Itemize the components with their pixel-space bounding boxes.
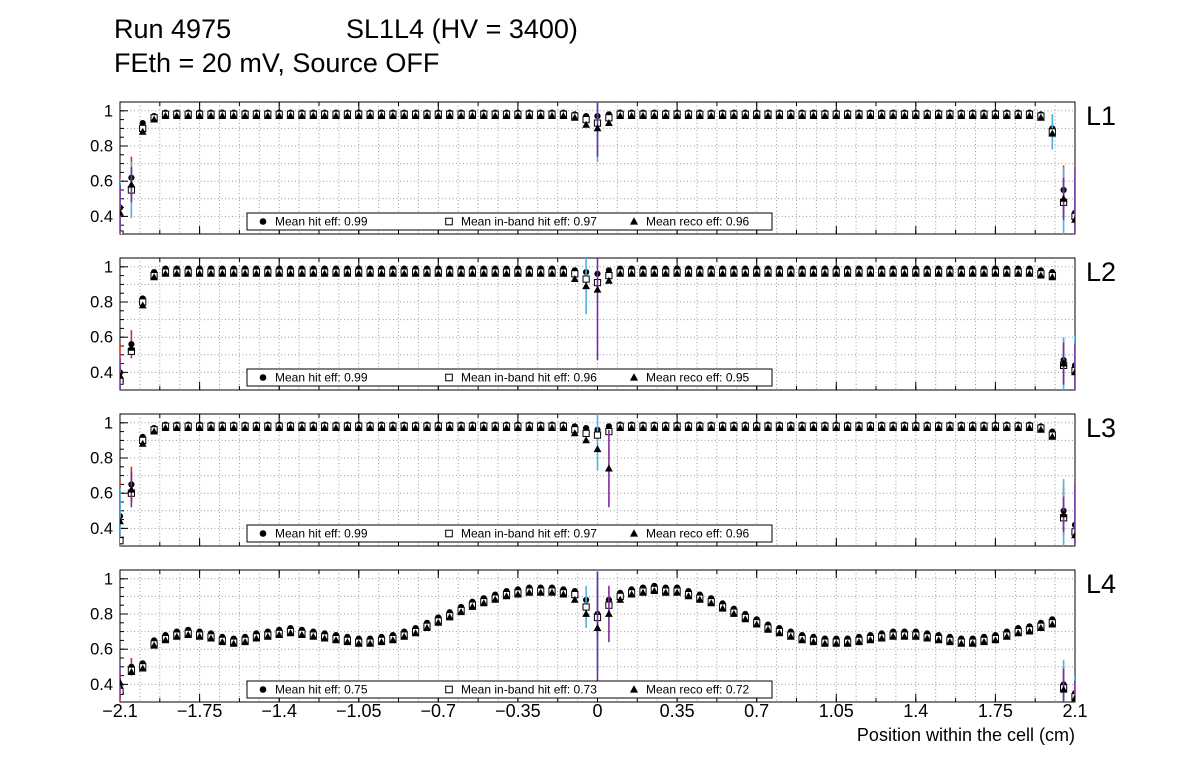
- svg-text:0.4: 0.4: [90, 364, 113, 382]
- y-axis-tick-labels: 0.4 0.6 0.8 1: [90, 414, 113, 538]
- panel-label: L4: [1086, 569, 1116, 599]
- plot-header: Run 4975 SL1L4 (HV = 3400) FEth = 20 mV, …: [114, 12, 578, 80]
- chamber-title: SL1L4 (HV = 3400): [346, 14, 578, 44]
- svg-text:−0.35: −0.35: [495, 703, 541, 721]
- reco-efficiency-markers: [120, 424, 1075, 539]
- gridlines: [120, 414, 1075, 546]
- header-line-2: FEth = 20 mV, Source OFF: [114, 46, 578, 80]
- run-title: Run 4975: [114, 14, 232, 44]
- svg-text:Mean reco eff: 0.95: Mean reco eff: 0.95: [646, 371, 750, 385]
- svg-text:1.75: 1.75: [978, 703, 1013, 721]
- svg-text:0.4: 0.4: [90, 520, 113, 538]
- svg-text:Mean hit eff: 0.99: Mean hit eff: 0.99: [275, 527, 368, 541]
- svg-text:0.7: 0.7: [744, 703, 769, 721]
- svg-text:1: 1: [104, 102, 113, 120]
- svg-text:Mean in-band hit eff: 0.97: Mean in-band hit eff: 0.97: [461, 215, 597, 229]
- svg-text:−1.75: −1.75: [177, 703, 223, 721]
- svg-text:0.6: 0.6: [90, 641, 113, 659]
- y-axis-tick-labels: 0.4 0.6 0.8 1: [90, 570, 113, 694]
- x-axis-labels: −2.1 −1.75 −1.4 −1.05 −0.7 −0.35 0 0.35 0.7 1.05 1…: [102, 703, 1087, 745]
- svg-text:−2.1: −2.1: [102, 703, 138, 721]
- svg-text:0.8: 0.8: [90, 138, 113, 156]
- svg-text:Mean hit eff: 0.75: Mean hit eff: 0.75: [275, 683, 368, 697]
- svg-text:0: 0: [592, 703, 602, 721]
- efficiency-panel-l4: 0.4 0.6 0.8 1 Mean hit eff: 0.75 Mean in-band…: [90, 569, 1116, 703]
- legend-box: Mean hit eff: 0.75 Mean in-band hit eff: …: [246, 680, 773, 699]
- efficiency-panel-l3: 0.4 0.6 0.8 1 Mean hit eff: 0.99 Mean in-band…: [90, 413, 1116, 547]
- svg-text:Mean in-band hit eff: 0.73: Mean in-band hit eff: 0.73: [461, 683, 597, 697]
- svg-text:1: 1: [104, 414, 113, 432]
- svg-text:Mean reco eff: 0.72: Mean reco eff: 0.72: [646, 683, 750, 697]
- legend-box: Mean hit eff: 0.99 Mean in-band hit eff: …: [246, 524, 773, 543]
- svg-text:Mean hit eff: 0.99: Mean hit eff: 0.99: [275, 371, 368, 385]
- svg-text:−0.7: −0.7: [421, 703, 457, 721]
- y-axis-tick-labels: 0.4 0.6 0.8 1: [90, 258, 113, 382]
- svg-text:Mean reco eff: 0.96: Mean reco eff: 0.96: [646, 527, 750, 541]
- svg-text:0.4: 0.4: [90, 676, 113, 694]
- svg-text:Mean in-band hit eff: 0.96: Mean in-band hit eff: 0.96: [461, 371, 597, 385]
- legend-box: Mean hit eff: 0.99 Mean in-band hit eff: …: [246, 368, 773, 387]
- panel-label: L3: [1086, 413, 1116, 443]
- reco-efficiency-markers: [120, 587, 1075, 702]
- svg-text:1.05: 1.05: [819, 703, 854, 721]
- panel-label: L2: [1086, 257, 1116, 287]
- efficiency-panel-l2: 0.4 0.6 0.8 1 Mean hit eff: 0.99 Mean in-band…: [90, 257, 1116, 391]
- gridlines: [120, 102, 1075, 234]
- svg-text:0.8: 0.8: [90, 294, 113, 312]
- svg-text:Mean hit eff: 0.99: Mean hit eff: 0.99: [275, 215, 368, 229]
- efficiency-panels: 0.4 0.6 0.8 1 Mean hit eff: 0.99 Mean in-band…: [0, 98, 1196, 706]
- reco-efficiency-markers: [120, 112, 1075, 223]
- panel-label: L1: [1086, 101, 1116, 131]
- x-axis-title: Position within the cell (cm): [857, 725, 1075, 745]
- reco-efficiency-markers: [120, 269, 1075, 379]
- legend-box: Mean hit eff: 0.99 Mean in-band hit eff: …: [246, 212, 773, 231]
- y-axis-tick-labels: 0.4 0.6 0.8 1: [90, 102, 113, 226]
- svg-text:0.6: 0.6: [90, 329, 113, 347]
- svg-text:1.4: 1.4: [903, 703, 928, 721]
- svg-text:1: 1: [104, 258, 113, 276]
- conditions-subtitle: FEth = 20 mV, Source OFF: [114, 48, 440, 78]
- svg-text:Mean reco eff: 0.96: Mean reco eff: 0.96: [646, 215, 750, 229]
- svg-text:Mean in-band hit eff: 0.97: Mean in-band hit eff: 0.97: [461, 527, 597, 541]
- header-line-1: Run 4975 SL1L4 (HV = 3400): [114, 12, 578, 46]
- x-axis-tick-labels: −2.1 −1.75 −1.4 −1.05 −0.7 −0.35 0 0.35 0.7 1.05 1…: [102, 703, 1087, 721]
- x-axis-strip: −2.1 −1.75 −1.4 −1.05 −0.7 −0.35 0 0.35 0.7 1.05 1…: [0, 703, 1196, 759]
- svg-text:0.6: 0.6: [90, 485, 113, 503]
- efficiency-panel-l1: 0.4 0.6 0.8 1 Mean hit eff: 0.99 Mean in-band…: [90, 101, 1116, 235]
- svg-text:0.8: 0.8: [90, 450, 113, 468]
- svg-text:0.4: 0.4: [90, 208, 113, 226]
- svg-text:−1.4: −1.4: [261, 703, 297, 721]
- svg-text:1: 1: [104, 570, 113, 588]
- svg-text:2.1: 2.1: [1062, 703, 1087, 721]
- svg-text:0.35: 0.35: [660, 703, 695, 721]
- svg-text:−1.05: −1.05: [336, 703, 382, 721]
- svg-text:0.6: 0.6: [90, 173, 113, 191]
- svg-text:0.8: 0.8: [90, 606, 113, 624]
